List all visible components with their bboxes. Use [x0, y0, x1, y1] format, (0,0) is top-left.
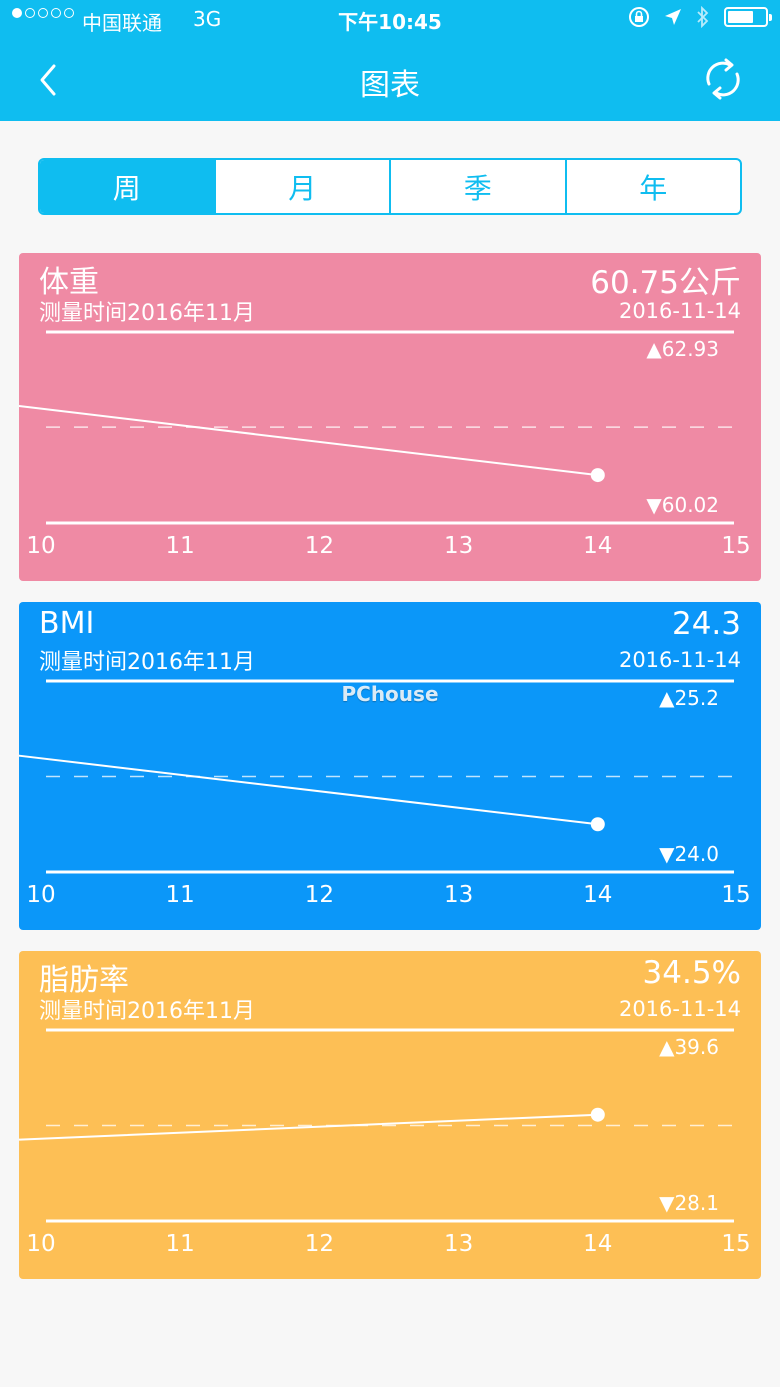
card-min-label: ▼60.02 [646, 493, 719, 517]
card-current-value: 24.3 [671, 606, 741, 642]
chevron-left-icon[interactable] [30, 58, 70, 102]
bmi-chart [19, 679, 739, 874]
x-tick-label: 12 [304, 533, 335, 559]
card-current-value: 34.5% [642, 955, 741, 991]
card-metric-name: 脂肪率 [39, 963, 129, 998]
card-measure-period: 测量时间2016年11月 [39, 999, 255, 1024]
latest-data-point [590, 1107, 605, 1122]
page-title: 图表 [360, 68, 420, 103]
tab-week[interactable]: 周 [40, 160, 216, 213]
x-tick-label: 13 [443, 882, 474, 908]
x-tick-label: 15 [721, 1231, 751, 1257]
x-tick-label: 11 [165, 533, 195, 559]
body-fat-chart [19, 1028, 739, 1223]
refresh-icon[interactable] [700, 56, 746, 102]
bmi-card[interactable]: BMI 测量时间2016年11月 24.3 2016-11-14 PChouse… [19, 602, 761, 930]
x-tick-label: 12 [304, 1231, 335, 1257]
x-tick-label: 14 [583, 1231, 613, 1257]
battery-icon [724, 7, 772, 27]
card-max-label: ▲39.6 [659, 1035, 719, 1059]
weight-chart [19, 330, 739, 525]
x-tick-label: 14 [583, 882, 613, 908]
x-tick-label: 10 [26, 1231, 56, 1257]
x-tick-label: 10 [26, 533, 56, 559]
status-bar: 中国联通 3G 下午10:45 [0, 0, 780, 40]
card-min-label: ▼28.1 [659, 1191, 719, 1215]
x-tick-label: 10 [26, 882, 56, 908]
x-axis-ticks: 10 11 12 13 14 15 [19, 882, 761, 912]
x-tick-label: 11 [165, 882, 195, 908]
series-line [19, 754, 598, 826]
app-header: 中国联通 3G 下午10:45 图表 [0, 0, 780, 121]
location-arrow-icon [665, 9, 681, 25]
x-tick-label: 11 [165, 1231, 195, 1257]
signal-strength-icon [12, 8, 74, 18]
card-measure-period: 测量时间2016年11月 [39, 650, 255, 675]
card-measure-date: 2016-11-14 [618, 648, 741, 672]
card-metric-name: 体重 [39, 265, 99, 300]
x-axis-ticks: 10 11 12 13 14 15 [19, 533, 761, 563]
x-tick-label: 13 [443, 1231, 474, 1257]
x-tick-label: 12 [304, 882, 335, 908]
carrier-name: 中国联通 [82, 11, 162, 35]
series-line [19, 1113, 598, 1141]
tab-month[interactable]: 月 [216, 160, 391, 213]
body-fat-card[interactable]: 脂肪率 测量时间2016年11月 34.5% 2016-11-14 ▲39.6 … [19, 951, 761, 1279]
nav-bar: 图表 [0, 40, 780, 121]
watermark-text: PChouse [341, 682, 439, 706]
card-measure-date: 2016-11-14 [618, 997, 741, 1021]
x-tick-label: 15 [721, 533, 751, 559]
card-measure-period: 测量时间2016年11月 [39, 301, 255, 326]
card-max-label: ▲62.93 [646, 337, 719, 361]
card-metric-name: BMI [39, 606, 95, 641]
x-tick-label: 13 [443, 533, 474, 559]
network-type: 3G [193, 7, 222, 31]
tab-quarter[interactable]: 季 [391, 160, 567, 213]
card-measure-date: 2016-11-14 [618, 299, 741, 323]
x-tick-label: 15 [721, 882, 751, 908]
period-segmented-control: 周 月 季 年 [38, 158, 742, 215]
card-current-value: 60.75公斤 [590, 265, 741, 301]
card-min-label: ▼24.0 [659, 842, 719, 866]
rotation-lock-icon [629, 7, 649, 27]
bluetooth-icon [697, 6, 709, 28]
latest-data-point [590, 817, 605, 832]
card-max-label: ▲25.2 [659, 686, 719, 710]
latest-data-point [590, 468, 605, 483]
status-time: 下午10:45 [338, 10, 442, 34]
tab-year[interactable]: 年 [639, 171, 668, 205]
x-axis-ticks: 10 11 12 13 14 15 [19, 1231, 761, 1261]
weight-card[interactable]: 体重 测量时间2016年11月 60.75公斤 2016-11-14 ▲62.9… [19, 253, 761, 581]
x-tick-label: 14 [583, 533, 613, 559]
series-line [19, 405, 598, 477]
